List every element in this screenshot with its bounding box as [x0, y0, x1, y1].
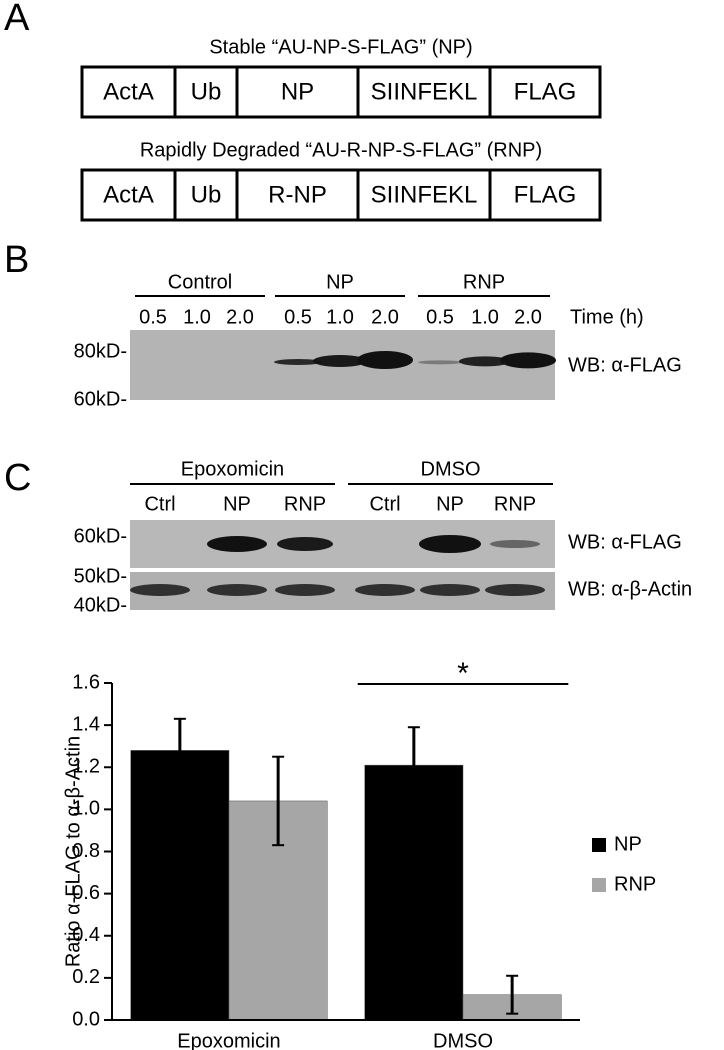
y-tick-label: 0.0 [72, 1008, 100, 1030]
group-label: NP [326, 271, 354, 293]
y-tick-label: 0.4 [72, 924, 100, 946]
x-tick-label: Epoxomicin [177, 1030, 280, 1050]
band [418, 360, 462, 365]
band [420, 584, 480, 596]
group-label: Epoxomicin [181, 458, 284, 480]
time-label: 2.0 [514, 306, 542, 328]
time-label: 1.0 [326, 306, 354, 328]
band [490, 540, 540, 548]
x-tick-label: DMSO [433, 1030, 493, 1050]
band [207, 584, 267, 596]
y-tick-label: 1.4 [72, 713, 100, 735]
y-tick-label: 0.6 [72, 882, 100, 904]
legend-label: RNP [614, 873, 656, 895]
marker: 80kD- [74, 340, 127, 362]
blot [130, 520, 555, 568]
band [500, 352, 556, 369]
group-label: DMSO [421, 458, 481, 480]
band [130, 584, 190, 596]
group-label: RNP [463, 271, 505, 293]
blot-label: WB: α-FLAG [568, 354, 682, 376]
bar [130, 750, 230, 1021]
panel-label: A [4, 0, 30, 39]
construct-segment [173, 65, 239, 119]
segment-label: R-NP [268, 181, 327, 208]
blot-label: WB: α-β-Actin [568, 578, 692, 600]
segment-label: SIINFEKL [371, 78, 478, 105]
legend-label: NP [614, 833, 642, 855]
band [459, 356, 511, 367]
time-label: 0.5 [426, 306, 454, 328]
y-tick-label: 1.0 [72, 798, 100, 820]
blot-label: WB: α-FLAG [568, 531, 682, 553]
y-tick-label: 1.2 [72, 756, 100, 778]
segment-label: NP [281, 78, 314, 105]
time-label: 2.0 [226, 306, 254, 328]
time-label: 0.5 [139, 306, 167, 328]
band [357, 351, 413, 369]
time-label: 1.0 [471, 306, 499, 328]
band [207, 536, 267, 552]
blot [130, 572, 555, 610]
panel-label: C [4, 457, 31, 499]
segment-label: FLAG [514, 78, 577, 105]
time-axis-label: Time (h) [570, 306, 644, 328]
segment-label: SIINFEKL [371, 181, 478, 208]
time-label: 1.0 [183, 306, 211, 328]
significance-mark: * [457, 657, 469, 690]
segment-label: Ub [191, 181, 222, 208]
construct-segment [235, 168, 360, 222]
time-label: 2.0 [371, 306, 399, 328]
band [313, 355, 367, 367]
construct-title: Rapidly Degraded “AU-R-NP-S-FLAG” (RNP) [140, 139, 542, 161]
lane-label: NP [223, 493, 251, 515]
marker: 60kD- [74, 525, 127, 547]
construct-segment [173, 168, 239, 222]
marker: 50kD- [74, 565, 127, 587]
band [485, 584, 545, 596]
y-tick-label: 0.2 [72, 966, 100, 988]
construct-segment [80, 65, 177, 119]
y-axis-label: Ratio α-FLAG to α-β-Actin [62, 736, 84, 967]
construct-title: Stable “AU-NP-S-FLAG” (NP) [209, 36, 472, 58]
construct-segment [356, 168, 492, 222]
segment-label: Ub [191, 78, 222, 105]
construct-segment [488, 65, 602, 119]
time-label: 0.5 [284, 306, 312, 328]
construct-segment [488, 168, 602, 222]
y-tick-label: 1.6 [72, 671, 100, 693]
lane-label: NP [436, 493, 464, 515]
segment-label: FLAG [514, 181, 577, 208]
marker: 60kD- [74, 388, 127, 410]
band [275, 584, 335, 596]
panel-label: B [4, 239, 29, 281]
segment-label: ActA [103, 78, 154, 105]
lane-label: RNP [284, 493, 326, 515]
band [355, 584, 415, 596]
segment-label: ActA [103, 181, 154, 208]
lane-label: Ctrl [369, 493, 400, 515]
legend-swatch [592, 838, 606, 852]
band [419, 535, 481, 553]
lane-label: Ctrl [144, 493, 175, 515]
band [277, 537, 333, 551]
legend-swatch [592, 878, 606, 892]
group-label: Control [168, 271, 232, 293]
lane-label: RNP [494, 493, 536, 515]
construct-segment [235, 65, 360, 119]
y-tick-label: 0.8 [72, 840, 100, 862]
band [274, 359, 322, 365]
marker: 40kD- [74, 594, 127, 616]
